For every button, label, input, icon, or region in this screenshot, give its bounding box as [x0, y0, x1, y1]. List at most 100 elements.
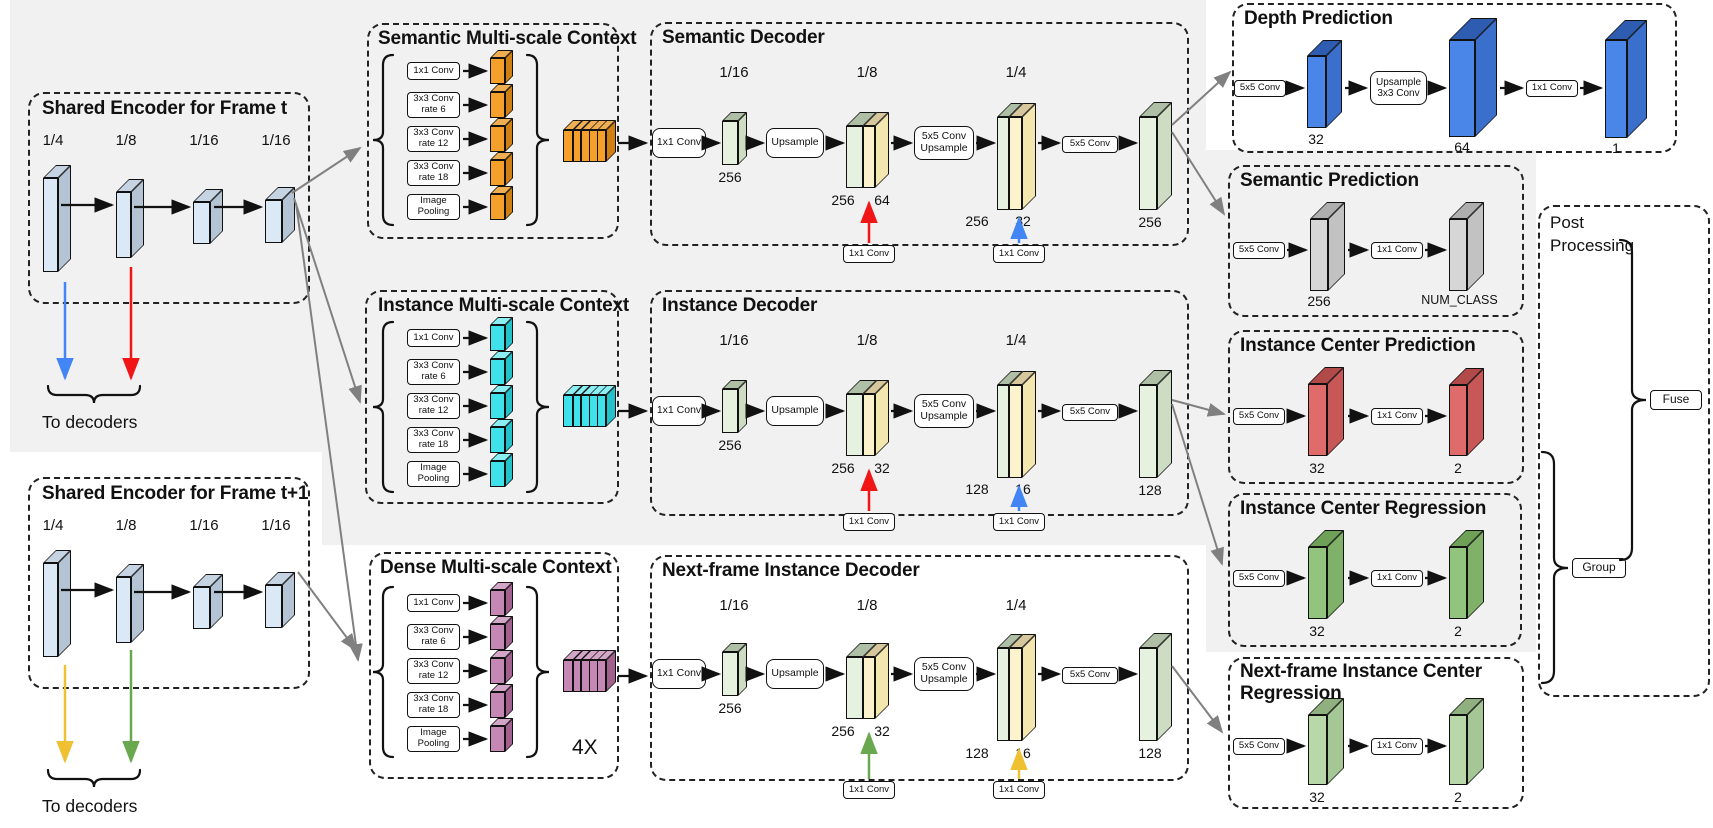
dense-msc-op-5: Image Pooling [407, 726, 460, 752]
instance-msc-op-1: 1x1 Conv [407, 329, 460, 347]
semantic-pred-conv5: 5x5 Conv [1233, 242, 1285, 259]
semantic-decoder-scale-3: 1/4 [1005, 64, 1027, 81]
icp-dim-1: 32 [1309, 460, 1325, 476]
nficr-dim-1: 32 [1309, 789, 1325, 805]
icr-dim-1: 32 [1309, 623, 1325, 639]
instance-decoder-scale-3: 1/4 [1005, 332, 1027, 349]
semantic-msc-title: Semantic Multi-scale Context [378, 28, 637, 49]
encoder-t1-scale-2: 1/8 [115, 517, 137, 534]
instance-decoder-dim-c2: 16 [1015, 481, 1031, 497]
instance-decoder-dim-a: 256 [718, 437, 742, 453]
nficr-dim-2: 2 [1454, 789, 1462, 805]
nextframe-decoder-dim-out: 128 [1138, 745, 1162, 761]
depth-conv1: 1x1 Conv [1526, 80, 1578, 97]
encoder-t1-scale-4: 1/16 [261, 517, 291, 534]
encoder-t1-note: To decoders [42, 796, 138, 816]
dense-msc-op-1: 1x1 Conv [407, 594, 460, 612]
instance-msc-op-5: Image Pooling [407, 461, 460, 487]
nextframe-decoder-skip1-conv: 1x1 Conv [843, 781, 895, 799]
nextframe-decoder-dim-b1: 256 [831, 723, 855, 739]
instance-decoder-dim-b2: 32 [874, 460, 890, 476]
semantic-msc-op-5: Image Pooling [407, 194, 460, 220]
semantic-decoder-skip1-conv: 1x1 Conv [843, 245, 895, 263]
dense-msc-op-2: 3x3 Conv rate 6 [407, 624, 460, 650]
encoder-t-scale-3: 1/16 [189, 132, 219, 149]
semantic-msc-op-1: 1x1 Conv [407, 62, 460, 80]
dense-msc-repeat-label: 4X [572, 736, 598, 759]
semantic-decoder-scale-1: 1/16 [719, 64, 749, 81]
semantic-msc-box [367, 23, 619, 239]
post-processing-box [1538, 205, 1710, 697]
instance-msc-title: Instance Multi-scale Context [378, 295, 629, 316]
nextframe-decoder-skip2-conv: 1x1 Conv [993, 781, 1045, 799]
semantic-decoder-dim-c2: 32 [1015, 213, 1031, 229]
post-processing-title: Post Processing [1550, 212, 1634, 258]
semantic-pred-conv1: 1x1 Conv [1371, 242, 1423, 259]
semantic-msc-op-2: 3x3 Conv rate 6 [407, 92, 460, 118]
semantic-decoder-upsample: Upsample [766, 128, 824, 158]
instance-decoder-conv-upsample: 5x5 Conv Upsample [914, 394, 974, 428]
semantic-pred-dim-2: NUM_CLASS [1421, 293, 1498, 307]
encoder-t1-underbrace [46, 768, 142, 788]
dense-msc-op-4: 3x3 Conv rate 18 [407, 692, 460, 718]
instance-decoder-conv1: 1x1 Conv [652, 396, 706, 426]
semantic-decoder-scale-2: 1/8 [856, 64, 878, 81]
semantic-decoder-dim-a: 256 [718, 169, 742, 185]
instance-decoder-upsample: Upsample [766, 396, 824, 426]
instance-decoder-title: Instance Decoder [662, 295, 818, 316]
depth-dim-3: 1 [1612, 140, 1620, 156]
instance-center-prediction-title: Instance Center Prediction [1240, 335, 1476, 356]
semantic-decoder-dim-out: 256 [1138, 214, 1162, 230]
nextframe-decoder-conv1: 1x1 Conv [652, 659, 706, 689]
nextframe-decoder-scale-2: 1/8 [856, 597, 878, 614]
nextframe-decoder-dim-b2: 32 [874, 723, 890, 739]
icr-dim-2: 2 [1454, 623, 1462, 639]
nficr-conv1: 1x1 Conv [1371, 738, 1423, 755]
semantic-pred-dim-1: 256 [1307, 293, 1331, 309]
fuse-op: Fuse [1650, 390, 1702, 410]
instance-decoder-dim-b1: 256 [831, 460, 855, 476]
instance-decoder-skip2-conv: 1x1 Conv [993, 513, 1045, 531]
encoder-t-scale-4: 1/16 [261, 132, 291, 149]
dense-msc-title: Dense Multi-scale Context [380, 557, 612, 578]
semantic-decoder-skip2-conv: 1x1 Conv [993, 245, 1045, 263]
encoder-t1-scale-1: 1/4 [42, 517, 64, 534]
instance-decoder-skip1-conv: 1x1 Conv [843, 513, 895, 531]
nextframe-center-regression-title-2: Regression [1240, 683, 1342, 704]
nextframe-decoder-dim-c2: 16 [1015, 745, 1031, 761]
shared-encoder-t-title: Shared Encoder for Frame t [42, 98, 288, 119]
depth-conv5: 5x5 Conv [1234, 80, 1286, 97]
instance-msc-op-3: 3x3 Conv rate 12 [407, 393, 460, 419]
nextframe-decoder-dim-c1: 128 [965, 745, 989, 761]
dense-msc-op-3: 3x3 Conv rate 12 [407, 658, 460, 684]
nextframe-decoder-conv-upsample: 5x5 Conv Upsample [914, 657, 974, 691]
semantic-decoder-title: Semantic Decoder [662, 27, 825, 48]
nextframe-decoder-scale-3: 1/4 [1005, 597, 1027, 614]
instance-decoder-dim-c1: 128 [965, 481, 989, 497]
icp-conv1: 1x1 Conv [1371, 408, 1423, 425]
encoder-t-scale-2: 1/8 [115, 132, 137, 149]
post-processing-title-line2: Processing [1550, 235, 1635, 255]
nficr-conv5: 5x5 Conv [1233, 738, 1285, 755]
semantic-prediction-title: Semantic Prediction [1240, 170, 1419, 191]
instance-decoder-conv5: 5x5 Conv [1062, 404, 1118, 421]
group-op: Group [1572, 558, 1626, 578]
semantic-prediction-box [1228, 165, 1524, 317]
nextframe-decoder-dim-a: 256 [718, 700, 742, 716]
instance-decoder-dim-out: 128 [1138, 482, 1162, 498]
post-processing-title-line1: Post [1550, 213, 1585, 232]
encoder-t1-scale-3: 1/16 [189, 517, 219, 534]
nextframe-center-regression-title-1: Next-frame Instance Center [1240, 661, 1482, 682]
depth-prediction-box [1232, 3, 1677, 153]
instance-center-prediction-box [1228, 330, 1524, 484]
icp-conv5: 5x5 Conv [1233, 408, 1285, 425]
instance-decoder-scale-1: 1/16 [719, 332, 749, 349]
semantic-msc-op-3: 3x3 Conv rate 12 [407, 126, 460, 152]
dense-msc-box [369, 552, 619, 779]
encoder-t-note: To decoders [42, 412, 138, 432]
semantic-decoder-dim-c1: 256 [965, 213, 989, 229]
instance-msc-box [365, 290, 619, 504]
icr-conv5: 5x5 Conv [1233, 570, 1285, 587]
semantic-decoder-dim-b1: 256 [831, 192, 855, 208]
